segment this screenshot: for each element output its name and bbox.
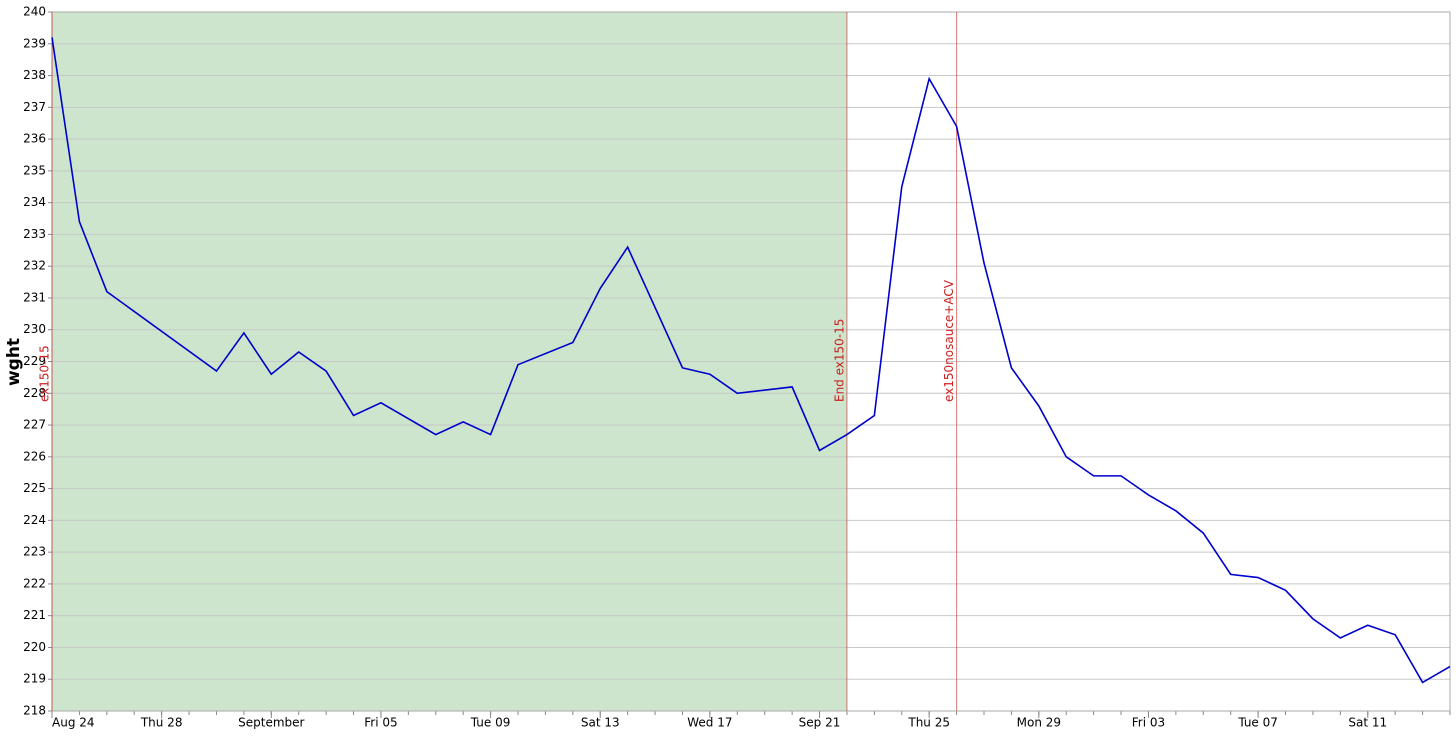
y-tick-label: 218 [23, 704, 46, 718]
y-tick-label: 224 [23, 513, 46, 527]
y-tick-label: 231 [23, 290, 46, 304]
y-tick-label: 233 [23, 227, 46, 241]
y-tick-label: 223 [23, 545, 46, 559]
y-tick-label: 225 [23, 481, 46, 495]
y-tick-label: 226 [23, 449, 46, 463]
y-tick-label: 239 [23, 36, 46, 50]
x-tick-label: Thu 28 [140, 716, 183, 730]
x-tick-label: Fri 03 [1132, 716, 1165, 730]
x-tick-label: Wed 17 [687, 716, 732, 730]
y-tick-label: 221 [23, 608, 46, 622]
y-tick-label: 220 [23, 640, 46, 654]
x-tick-label: Tue 07 [1237, 716, 1278, 730]
x-tick-label: Fri 05 [364, 716, 397, 730]
annotation-label: End ex150-15 [832, 319, 846, 402]
x-tick-label: Sat 11 [1348, 716, 1387, 730]
x-tick-label: Mon 29 [1017, 716, 1061, 730]
x-tick-label: Sep 21 [799, 716, 841, 730]
y-tick-label: 229 [23, 354, 46, 368]
y-tick-label: 232 [23, 259, 46, 273]
y-tick-label: 240 [23, 5, 46, 19]
x-tick-label: Sat 13 [581, 716, 620, 730]
y-tick-label: 236 [23, 132, 46, 146]
y-tick-label: 222 [23, 576, 46, 590]
y-tick-label: 234 [23, 195, 46, 209]
x-tick-label: Aug 24 [52, 716, 95, 730]
y-tick-label: 227 [23, 418, 46, 432]
y-tick-label: 235 [23, 163, 46, 177]
x-tick-label: Thu 25 [907, 716, 950, 730]
x-tick-label: Tue 09 [470, 716, 511, 730]
x-tick-label: September [238, 716, 304, 730]
y-tick-label: 238 [23, 68, 46, 82]
y-tick-label: 219 [23, 672, 46, 686]
data-line [51, 37, 1451, 684]
y-tick-label: 230 [23, 322, 46, 336]
y-axis-label: wght [4, 338, 24, 386]
annotation-label: ex150-15 [38, 345, 52, 402]
y-tick-label: 237 [23, 100, 46, 114]
annotation-label: ex150nosauce+ACV [942, 279, 956, 402]
y-tick-label: 228 [23, 386, 46, 400]
